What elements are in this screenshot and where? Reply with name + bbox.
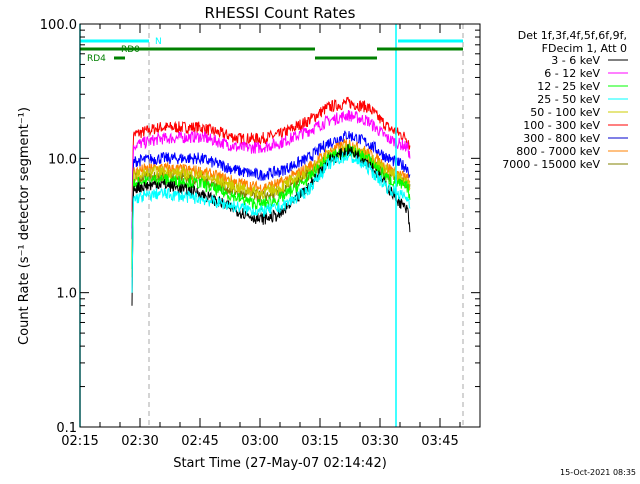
x-tick-label: 02:30 (121, 434, 158, 449)
series-line-25-50kev (131, 151, 411, 293)
legend-entry-label: 800 - 7000 keV (516, 145, 600, 158)
legend-header: Det 1f,3f,4f,5f,6f,9f, (518, 29, 627, 42)
legend-entry-label: 7000 - 15000 keV (502, 158, 600, 171)
legend-entry-label: 50 - 100 keV (530, 106, 600, 119)
legend-entry-label: 3 - 6 keV (551, 54, 600, 67)
chart-title: RHESSI Count Rates (205, 4, 356, 22)
flag-label: N (155, 37, 162, 47)
y-tick-label: 1.0 (56, 287, 77, 302)
legend: Det 1f,3f,4f,5f,6f,9f,FDecim 1, Att 03 -… (502, 29, 628, 171)
footer-timestamp: 15-Oct-2021 08:35 (560, 468, 636, 477)
x-axis-label: Start Time (27-May-07 02:14:42) (173, 456, 387, 471)
plot-area: N RD0 RD4 (79, 24, 464, 427)
x-tick-label: 03:15 (301, 434, 338, 449)
legend-entry-label: 25 - 50 keV (537, 93, 600, 106)
series-line-12-25kev (131, 142, 411, 270)
x-tick-label: 02:15 (61, 434, 98, 449)
legend-entry-label: 12 - 25 keV (537, 80, 600, 93)
x-tick-label: 02:45 (181, 434, 218, 449)
series-line-100-300kev (131, 96, 411, 212)
flag-label: RD4 (87, 54, 106, 64)
y-tick-label: 10.0 (48, 152, 77, 167)
series-line-300-800kev (131, 130, 411, 240)
series-line-50-100kev (131, 143, 411, 278)
y-tick-label: 100.0 (40, 18, 77, 33)
x-tick-label: 03:00 (241, 434, 278, 449)
legend-entry-label: 6 - 12 keV (544, 67, 600, 80)
y-axis-label: Count Rate (s⁻¹ detector segment⁻¹) (17, 107, 32, 345)
x-tick-label: 03:45 (421, 434, 458, 449)
flag-label: RD0 (121, 45, 140, 55)
axes: 02:15 02:30 02:45 03:00 03:15 03:30 03:45 100.0… (40, 18, 481, 449)
legend-entry-label: 300 - 800 keV (523, 132, 600, 145)
x-tick-label: 03:30 (361, 434, 398, 449)
y-tick-label: 0.1 (56, 421, 77, 436)
plot-frame (79, 23, 481, 428)
legend-entry-label: 100 - 300 keV (523, 119, 600, 132)
series-line-6-12kev (131, 109, 411, 229)
legend-header: FDecim 1, Att 0 (542, 42, 627, 55)
